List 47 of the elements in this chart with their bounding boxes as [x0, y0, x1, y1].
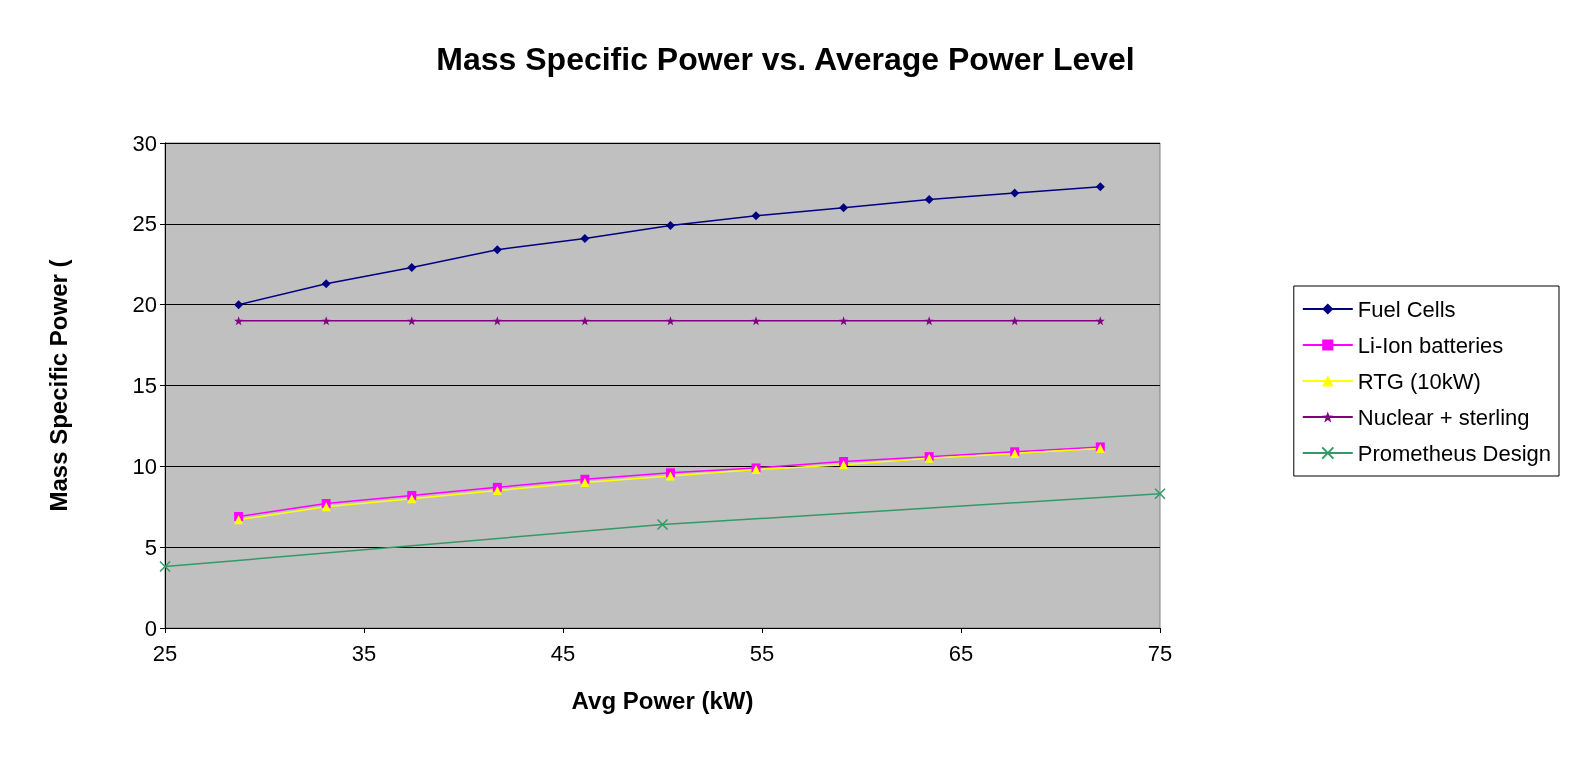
y-tick-label: 25: [132, 211, 157, 237]
legend-label: Li-Ion batteries: [1357, 332, 1504, 358]
x-tick-label: 45: [550, 640, 576, 666]
y-tick-label: 5: [144, 534, 157, 560]
y-tick-label: 10: [132, 453, 157, 479]
point: [580, 478, 590, 487]
point: [407, 262, 417, 272]
point: [751, 211, 761, 221]
point: [159, 560, 171, 573]
y-axis-title: Mass Specific Power (: [44, 259, 72, 512]
point: [492, 245, 502, 255]
point: [492, 316, 502, 326]
point: [839, 460, 849, 470]
chart-title: Mass Specific Power vs. Average Power Level: [436, 41, 1135, 77]
y-tick-label: 15: [132, 373, 157, 398]
y-tick-label: 20: [132, 292, 157, 318]
point: [839, 203, 849, 213]
point: [751, 316, 761, 326]
point: [1010, 188, 1020, 198]
point: [580, 233, 590, 243]
point: [492, 486, 502, 496]
x-tick-label: 35: [351, 640, 377, 666]
y-tick-label: 0: [144, 615, 157, 641]
legend-label: Nuclear + sterling: [1357, 404, 1530, 430]
point: [665, 316, 675, 326]
point: [1010, 316, 1020, 326]
point: [234, 316, 244, 326]
point: [839, 316, 849, 326]
point: [321, 279, 331, 289]
point: [1154, 488, 1166, 500]
point: [234, 300, 244, 310]
legend-label: Prometheus Design: [1357, 440, 1552, 466]
point: [407, 316, 417, 326]
point: [1095, 316, 1105, 326]
point: [234, 515, 244, 525]
x-tick-label: 65: [948, 640, 974, 666]
legend-label: RTG (10kW): [1357, 368, 1481, 394]
point: [1095, 182, 1105, 192]
point: [924, 195, 934, 205]
point: [656, 518, 669, 531]
legend-label: Fuel Cells: [1357, 296, 1456, 322]
point: [665, 220, 675, 230]
x-tick-label: 55: [749, 640, 775, 666]
x-tick-label: 75: [1147, 640, 1173, 666]
point: [321, 316, 331, 326]
x-axis-title: Avg Power (kW): [571, 686, 754, 714]
y-tick-label: 30: [132, 130, 157, 156]
